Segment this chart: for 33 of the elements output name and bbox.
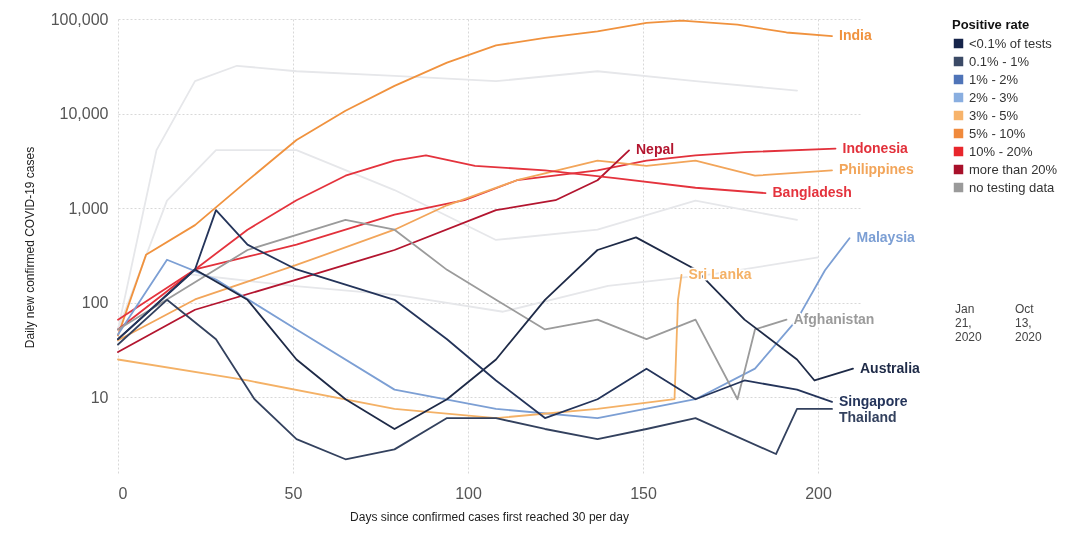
- legend-label: no testing data: [969, 179, 1056, 195]
- text: Jan 21, 2020: [955, 302, 983, 344]
- y-tick-label: 10,000: [59, 105, 109, 123]
- series-label: Philippines: [839, 161, 914, 178]
- legend-label: 10% - 20%: [969, 143, 1034, 159]
- series-label: Thailand: [839, 408, 897, 425]
- legend-label: 3% - 5%: [969, 107, 1019, 123]
- series-label: Indonesia: [842, 139, 909, 156]
- x-tick-label: 150: [630, 484, 657, 502]
- legend-title: Positive rate: [952, 17, 1030, 32]
- y-tick-label: 100: [81, 294, 109, 312]
- legend-label: 0.1% - 1%: [969, 53, 1030, 69]
- legend-label: 5% - 10%: [969, 125, 1026, 141]
- legend-label: more than 20%: [969, 161, 1058, 177]
- legend-label: 2% - 3%: [969, 89, 1019, 105]
- series-label: India: [839, 27, 872, 44]
- x-tick-label: 100: [455, 484, 482, 502]
- series-label: Malaysia: [856, 229, 916, 246]
- legend-label: <0.1% of tests: [969, 35, 1053, 51]
- series-label: Singapore: [839, 392, 908, 409]
- text: Oct 13, 2020: [1015, 302, 1043, 344]
- series-label: Australia: [860, 359, 921, 376]
- y-tick-label: 10: [90, 388, 109, 406]
- x-axis-title: Days since confirmed cases first reached 30 per day: [350, 509, 629, 524]
- x-tick-label: 200: [805, 484, 832, 502]
- series-label: Nepal: [636, 141, 675, 158]
- y-tick-label: 100,000: [50, 10, 109, 28]
- y-axis-title: Daily new confirmed COVID-19 cases: [22, 146, 37, 349]
- legend-label: 1% - 2%: [969, 71, 1019, 87]
- series-label: Bangladesh: [772, 184, 852, 201]
- y-tick-label: 1,000: [68, 199, 109, 217]
- x-tick-label: 50: [284, 484, 303, 502]
- x-tick-label: 0: [118, 484, 128, 502]
